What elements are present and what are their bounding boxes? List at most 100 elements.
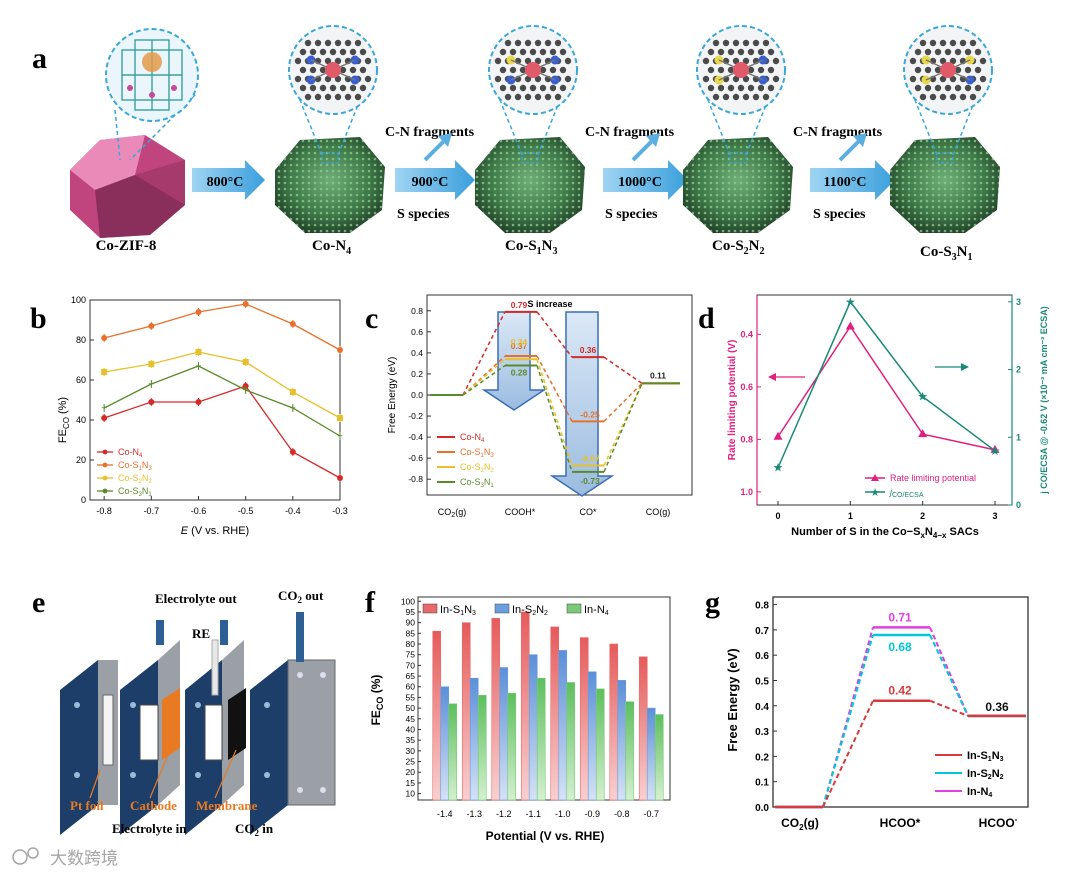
s-species-2: S species (605, 207, 658, 222)
c-xtick-co2: CO2(g) (438, 507, 466, 519)
c-xtick-co-ads: CO* (579, 507, 597, 517)
c-ytick-8: -0.8 (408, 474, 423, 484)
c-value-label-8: 0.11 (650, 370, 666, 380)
d-ytick-right-2: 2 (1016, 365, 1021, 375)
f-bar-1-7 (646, 707, 656, 801)
panel-b-label: b (30, 302, 47, 335)
panel-g-label: g (705, 586, 720, 619)
f-xtick-4: -1.0 (555, 809, 571, 819)
label-co-s2n2: Co-S2N2 (712, 238, 765, 257)
f-xtick-1: -1.3 (466, 809, 482, 819)
crystal-stage-4 (890, 25, 1000, 233)
b-point-2-5 (337, 415, 343, 421)
f-legend-1: In-S2N2 (512, 604, 548, 617)
c-link-1-2 (603, 382, 643, 422)
d-ticks: 0.4 0.6 0.8 1.0 0 1 2 3 0 1 2 3 (740, 297, 1021, 521)
c-value-label-7: -0.73 (580, 476, 600, 486)
c-ytick-3: 0.2 (411, 369, 423, 379)
d-legend-rlp: Rate limiting potential (890, 473, 976, 483)
c-link-3-2 (603, 383, 643, 473)
b-ytick-3: 60 (76, 375, 86, 385)
c-link-0-0 (462, 311, 506, 396)
d-ytick-left-0: 0.4 (740, 329, 753, 339)
b-x-ticks: -0.8 -0.7 -0.6 -0.5 -0.4 -0.3 (96, 496, 348, 516)
d-xtick-1: 1 (848, 511, 853, 521)
f-bar-1-5 (587, 671, 597, 801)
f-ytick-2: 20 (406, 767, 416, 777)
f-xtick-6: -0.8 (614, 809, 630, 819)
f-ytick-13: 75 (406, 650, 416, 660)
g-link-1-0 (822, 634, 874, 808)
f-x-axis-label: Potential (V vs. RHE) (486, 829, 605, 843)
svg-text:★: ★ (870, 487, 880, 499)
b-point-2-1 (148, 361, 155, 367)
c-ytick-2: 0.4 (411, 348, 423, 358)
b-x-axis-label: E (V vs. RHE) (181, 525, 249, 537)
panel-e-label: e (32, 586, 45, 619)
e-cathode: Cathode (130, 798, 177, 813)
b-point-3-5: + (337, 432, 343, 443)
c-arrow-cooh (481, 311, 547, 411)
b-point-0-0 (101, 415, 108, 421)
c-x-ticks: CO2(g) COOH* CO* CO(g) (438, 507, 670, 519)
f-bar-2-5 (595, 688, 605, 801)
f-xtick-3: -1.1 (525, 809, 541, 819)
b-point-0-5 (337, 475, 343, 481)
c-ytick-4: 0.0 (411, 390, 423, 400)
b-point-0-2 (195, 399, 202, 405)
b-point-2-4 (289, 389, 296, 395)
f-xtick-2: -1.2 (496, 809, 512, 819)
watermark: 大数跨境 (12, 847, 118, 868)
f-bar-0-5 (579, 637, 589, 801)
g-ytick-6: 0.6 (755, 651, 769, 662)
d-x-axis-label: Number of S in the Co−SxN4−x SACs (791, 526, 979, 540)
e-electrolyte-out: Electrolyte out (155, 591, 237, 606)
c-value-label-5: -0.25 (580, 409, 600, 419)
c-legend-1: Co-S1N3 (460, 447, 494, 459)
arrow-1100: 1100°C (810, 160, 895, 200)
b-point-1-2 (195, 309, 202, 315)
e-pt-foil: Pt foil (70, 798, 104, 813)
b-ytick-0: 0 (81, 495, 86, 505)
b-point-0-4 (289, 449, 296, 455)
g-y-axis-label: Free Energy (eV) (725, 648, 740, 751)
e-re: RE (192, 626, 210, 641)
watermark-text: 大数跨境 (50, 849, 118, 868)
c-link-2-2 (603, 383, 643, 466)
b-point-2-3 (242, 359, 249, 365)
e-electrolyte-in: Electrolyte in (112, 821, 187, 836)
c-legend-3: Co-S3N1 (460, 477, 494, 489)
panel-d-label: d (698, 302, 715, 335)
f-bar-2-3 (536, 677, 546, 801)
g-ytick-8: 0.8 (755, 601, 769, 612)
g-link-2-0 (822, 627, 874, 808)
f-xtick-0: -1.4 (437, 809, 453, 819)
f-ytick-0: 10 (406, 789, 416, 799)
f-ytick-1: 15 (406, 778, 416, 788)
b-point-3-2: + (196, 362, 202, 373)
f-bar-1-1 (469, 677, 479, 801)
d-ytick-left-1: 0.6 (740, 382, 753, 392)
f-bar-1-4 (558, 650, 568, 801)
b-line-2 (104, 351, 341, 419)
d-ytick-left-3: 1.0 (740, 487, 753, 497)
g-legend: In-S1N3 In-S2N2 In-N4 (935, 750, 1004, 799)
f-ytick-10: 60 (406, 682, 416, 692)
c-legend: Co-N4 Co-S1N3 Co-S2N2 Co-S3N1 (437, 432, 494, 489)
cn-fragments-2: C-N fragments (585, 125, 675, 140)
arrow-800: 800°C (192, 160, 265, 200)
c-link-3-0 (462, 364, 506, 396)
b-legend-3: Co-S3N1 (118, 486, 152, 498)
b-xtick-1: -0.7 (144, 506, 160, 516)
f-bar-2-7 (654, 714, 664, 801)
f-bar-1-0 (440, 686, 450, 801)
b-point-2-0 (101, 369, 108, 375)
g-ytick-4: 0.4 (755, 702, 769, 713)
c-ytick-1: 0.6 (411, 327, 423, 337)
c-xtick-cooh: COOH* (505, 507, 536, 517)
panel-f-label: f (365, 586, 376, 619)
d-xtick-2: 2 (920, 511, 925, 521)
f-ytick-18: 100 (401, 596, 415, 606)
c-legend-2: Co-S2N2 (460, 462, 494, 474)
